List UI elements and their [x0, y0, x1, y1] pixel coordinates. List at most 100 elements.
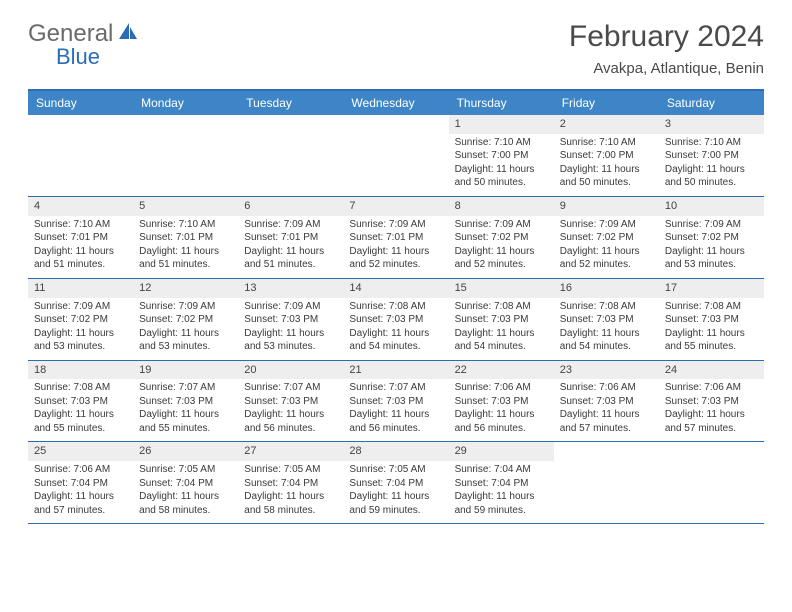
daylight-text: Daylight: 11 hours and 52 minutes.	[455, 245, 548, 272]
cell-body: Sunrise: 7:08 AMSunset: 7:03 PMDaylight:…	[343, 298, 448, 360]
daylight-text: Daylight: 11 hours and 54 minutes.	[455, 327, 548, 354]
sunset-text: Sunset: 7:01 PM	[349, 231, 442, 245]
header: General Blue February 2024 Avakpa, Atlan…	[28, 20, 764, 77]
calendar-cell: 27Sunrise: 7:05 AMSunset: 7:04 PMDayligh…	[238, 442, 343, 523]
day-number	[554, 442, 659, 446]
cell-body: Sunrise: 7:10 AMSunset: 7:01 PMDaylight:…	[28, 216, 133, 278]
day-number: 5	[133, 197, 238, 216]
sunrise-text: Sunrise: 7:09 AM	[560, 218, 653, 232]
day-number: 25	[28, 442, 133, 461]
daylight-text: Daylight: 11 hours and 55 minutes.	[34, 408, 127, 435]
day-number: 22	[449, 361, 554, 380]
daylight-text: Daylight: 11 hours and 57 minutes.	[665, 408, 758, 435]
calendar-cell: 21Sunrise: 7:07 AMSunset: 7:03 PMDayligh…	[343, 361, 448, 442]
cell-body: Sunrise: 7:10 AMSunset: 7:00 PMDaylight:…	[659, 134, 764, 196]
daylight-text: Daylight: 11 hours and 52 minutes.	[349, 245, 442, 272]
cell-body: Sunrise: 7:08 AMSunset: 7:03 PMDaylight:…	[659, 298, 764, 360]
day-number: 14	[343, 279, 448, 298]
day-number: 6	[238, 197, 343, 216]
daylight-text: Daylight: 11 hours and 53 minutes.	[665, 245, 758, 272]
day-number: 9	[554, 197, 659, 216]
sunrise-text: Sunrise: 7:08 AM	[665, 300, 758, 314]
daylight-text: Daylight: 11 hours and 53 minutes.	[34, 327, 127, 354]
sunrise-text: Sunrise: 7:10 AM	[455, 136, 548, 150]
daylight-text: Daylight: 11 hours and 53 minutes.	[244, 327, 337, 354]
sunrise-text: Sunrise: 7:09 AM	[244, 218, 337, 232]
calendar-cell: 15Sunrise: 7:08 AMSunset: 7:03 PMDayligh…	[449, 279, 554, 360]
week-row: 11Sunrise: 7:09 AMSunset: 7:02 PMDayligh…	[28, 279, 764, 361]
day-number: 23	[554, 361, 659, 380]
daylight-text: Daylight: 11 hours and 56 minutes.	[244, 408, 337, 435]
calendar-cell: 16Sunrise: 7:08 AMSunset: 7:03 PMDayligh…	[554, 279, 659, 360]
day-header-row: Sunday Monday Tuesday Wednesday Thursday…	[28, 91, 764, 115]
day-number: 24	[659, 361, 764, 380]
calendar-cell: 17Sunrise: 7:08 AMSunset: 7:03 PMDayligh…	[659, 279, 764, 360]
daylight-text: Daylight: 11 hours and 51 minutes.	[34, 245, 127, 272]
day-number: 11	[28, 279, 133, 298]
day-number	[659, 442, 764, 446]
sunrise-text: Sunrise: 7:09 AM	[244, 300, 337, 314]
cell-body: Sunrise: 7:07 AMSunset: 7:03 PMDaylight:…	[343, 379, 448, 441]
calendar-cell	[554, 442, 659, 523]
day-number: 2	[554, 115, 659, 134]
cell-body: Sunrise: 7:10 AMSunset: 7:01 PMDaylight:…	[133, 216, 238, 278]
day-number: 26	[133, 442, 238, 461]
cell-body: Sunrise: 7:08 AMSunset: 7:03 PMDaylight:…	[449, 298, 554, 360]
dayhead-thursday: Thursday	[449, 91, 554, 115]
weeks-container: 1Sunrise: 7:10 AMSunset: 7:00 PMDaylight…	[28, 115, 764, 524]
sunrise-text: Sunrise: 7:07 AM	[244, 381, 337, 395]
title-block: February 2024 Avakpa, Atlantique, Benin	[569, 20, 764, 77]
sunrise-text: Sunrise: 7:09 AM	[455, 218, 548, 232]
week-row: 25Sunrise: 7:06 AMSunset: 7:04 PMDayligh…	[28, 442, 764, 524]
day-number	[238, 115, 343, 119]
daylight-text: Daylight: 11 hours and 51 minutes.	[139, 245, 232, 272]
sunset-text: Sunset: 7:03 PM	[560, 313, 653, 327]
sunset-text: Sunset: 7:03 PM	[139, 395, 232, 409]
sunrise-text: Sunrise: 7:07 AM	[139, 381, 232, 395]
sunset-text: Sunset: 7:01 PM	[244, 231, 337, 245]
daylight-text: Daylight: 11 hours and 59 minutes.	[455, 490, 548, 517]
cell-body: Sunrise: 7:09 AMSunset: 7:02 PMDaylight:…	[133, 298, 238, 360]
cell-body: Sunrise: 7:09 AMSunset: 7:02 PMDaylight:…	[28, 298, 133, 360]
day-number	[28, 115, 133, 119]
day-number: 17	[659, 279, 764, 298]
cell-body: Sunrise: 7:06 AMSunset: 7:03 PMDaylight:…	[449, 379, 554, 441]
sunrise-text: Sunrise: 7:09 AM	[349, 218, 442, 232]
calendar-cell: 19Sunrise: 7:07 AMSunset: 7:03 PMDayligh…	[133, 361, 238, 442]
calendar-cell: 3Sunrise: 7:10 AMSunset: 7:00 PMDaylight…	[659, 115, 764, 196]
day-number: 29	[449, 442, 554, 461]
calendar-cell	[659, 442, 764, 523]
calendar-cell	[343, 115, 448, 196]
logo-text-blue: Blue	[56, 44, 100, 70]
week-row: 18Sunrise: 7:08 AM Sunset: 7:03 PM Dayligh…	[28, 361, 764, 443]
cell-body: Sunrise: 7:05 AMSunset: 7:04 PMDaylight:…	[343, 461, 448, 523]
sunrise-text: Sunrise: 7:10 AM	[560, 136, 653, 150]
daylight-text: Daylight: 11 hours and 58 minutes.	[139, 490, 232, 517]
sunset-text: Sunset: 7:03 PM	[455, 395, 548, 409]
calendar-cell: 22Sunrise: 7:06 AMSunset: 7:03 PMDayligh…	[449, 361, 554, 442]
daylight-text: Daylight: 11 hours and 55 minutes.	[665, 327, 758, 354]
calendar-cell: 26Sunrise: 7:05 AMSunset: 7:04 PMDayligh…	[133, 442, 238, 523]
daylight-text: Daylight: 11 hours and 52 minutes.	[560, 245, 653, 272]
sunrise-text: Sunrise: 7:08 AM	[34, 381, 127, 395]
sunrise-text: Sunrise: 7:09 AM	[665, 218, 758, 232]
calendar-cell: 14Sunrise: 7:08 AMSunset: 7:03 PMDayligh…	[343, 279, 448, 360]
calendar: Sunday Monday Tuesday Wednesday Thursday…	[28, 89, 764, 524]
day-number: 21	[343, 361, 448, 380]
calendar-cell	[238, 115, 343, 196]
sunrise-text: Sunrise: 7:08 AM	[349, 300, 442, 314]
calendar-cell: 13Sunrise: 7:09 AMSunset: 7:03 PMDayligh…	[238, 279, 343, 360]
sunset-text: Sunset: 7:03 PM	[349, 313, 442, 327]
calendar-cell: 11Sunrise: 7:09 AMSunset: 7:02 PMDayligh…	[28, 279, 133, 360]
day-number: 3	[659, 115, 764, 134]
cell-body: Sunrise: 7:09 AMSunset: 7:02 PMDaylight:…	[554, 216, 659, 278]
week-row: 1Sunrise: 7:10 AMSunset: 7:00 PMDaylight…	[28, 115, 764, 197]
sunset-text: Sunset: 7:00 PM	[560, 149, 653, 163]
day-number: 18	[28, 361, 133, 380]
cell-body: Sunrise: 7:09 AMSunset: 7:01 PMDaylight:…	[238, 216, 343, 278]
daylight-text: Daylight: 11 hours and 50 minutes.	[455, 163, 548, 190]
calendar-cell: 9Sunrise: 7:09 AMSunset: 7:02 PMDaylight…	[554, 197, 659, 278]
dayhead-wednesday: Wednesday	[343, 91, 448, 115]
sunset-text: Sunset: 7:04 PM	[349, 477, 442, 491]
sunrise-text: Sunrise: 7:08 AM	[560, 300, 653, 314]
